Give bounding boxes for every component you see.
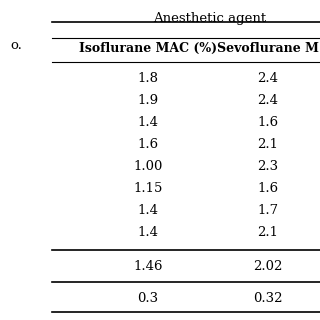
Text: 1.9: 1.9 bbox=[137, 94, 159, 107]
Text: 1.00: 1.00 bbox=[133, 160, 163, 173]
Text: 1.4: 1.4 bbox=[138, 226, 158, 239]
Text: 1.46: 1.46 bbox=[133, 260, 163, 273]
Text: 1.7: 1.7 bbox=[257, 204, 279, 217]
Text: 2.3: 2.3 bbox=[257, 160, 279, 173]
Text: 0.3: 0.3 bbox=[137, 292, 159, 305]
Text: 2.02: 2.02 bbox=[253, 260, 283, 273]
Text: 1.15: 1.15 bbox=[133, 182, 163, 195]
Text: 0.32: 0.32 bbox=[253, 292, 283, 305]
Text: 1.8: 1.8 bbox=[138, 72, 158, 85]
Text: 2.1: 2.1 bbox=[258, 226, 278, 239]
Text: 2.4: 2.4 bbox=[258, 72, 278, 85]
Text: 2.1: 2.1 bbox=[258, 138, 278, 151]
Text: 1.6: 1.6 bbox=[257, 116, 279, 129]
Text: Isoflurane MAC (%): Isoflurane MAC (%) bbox=[79, 42, 217, 55]
Text: Anesthetic agent: Anesthetic agent bbox=[153, 12, 267, 25]
Text: 1.4: 1.4 bbox=[138, 116, 158, 129]
Text: Sevoflurane M: Sevoflurane M bbox=[217, 42, 319, 55]
Text: 2.4: 2.4 bbox=[258, 94, 278, 107]
Text: 1.6: 1.6 bbox=[137, 138, 159, 151]
Text: 1.6: 1.6 bbox=[257, 182, 279, 195]
Text: 1.4: 1.4 bbox=[138, 204, 158, 217]
Text: o.: o. bbox=[10, 39, 22, 52]
